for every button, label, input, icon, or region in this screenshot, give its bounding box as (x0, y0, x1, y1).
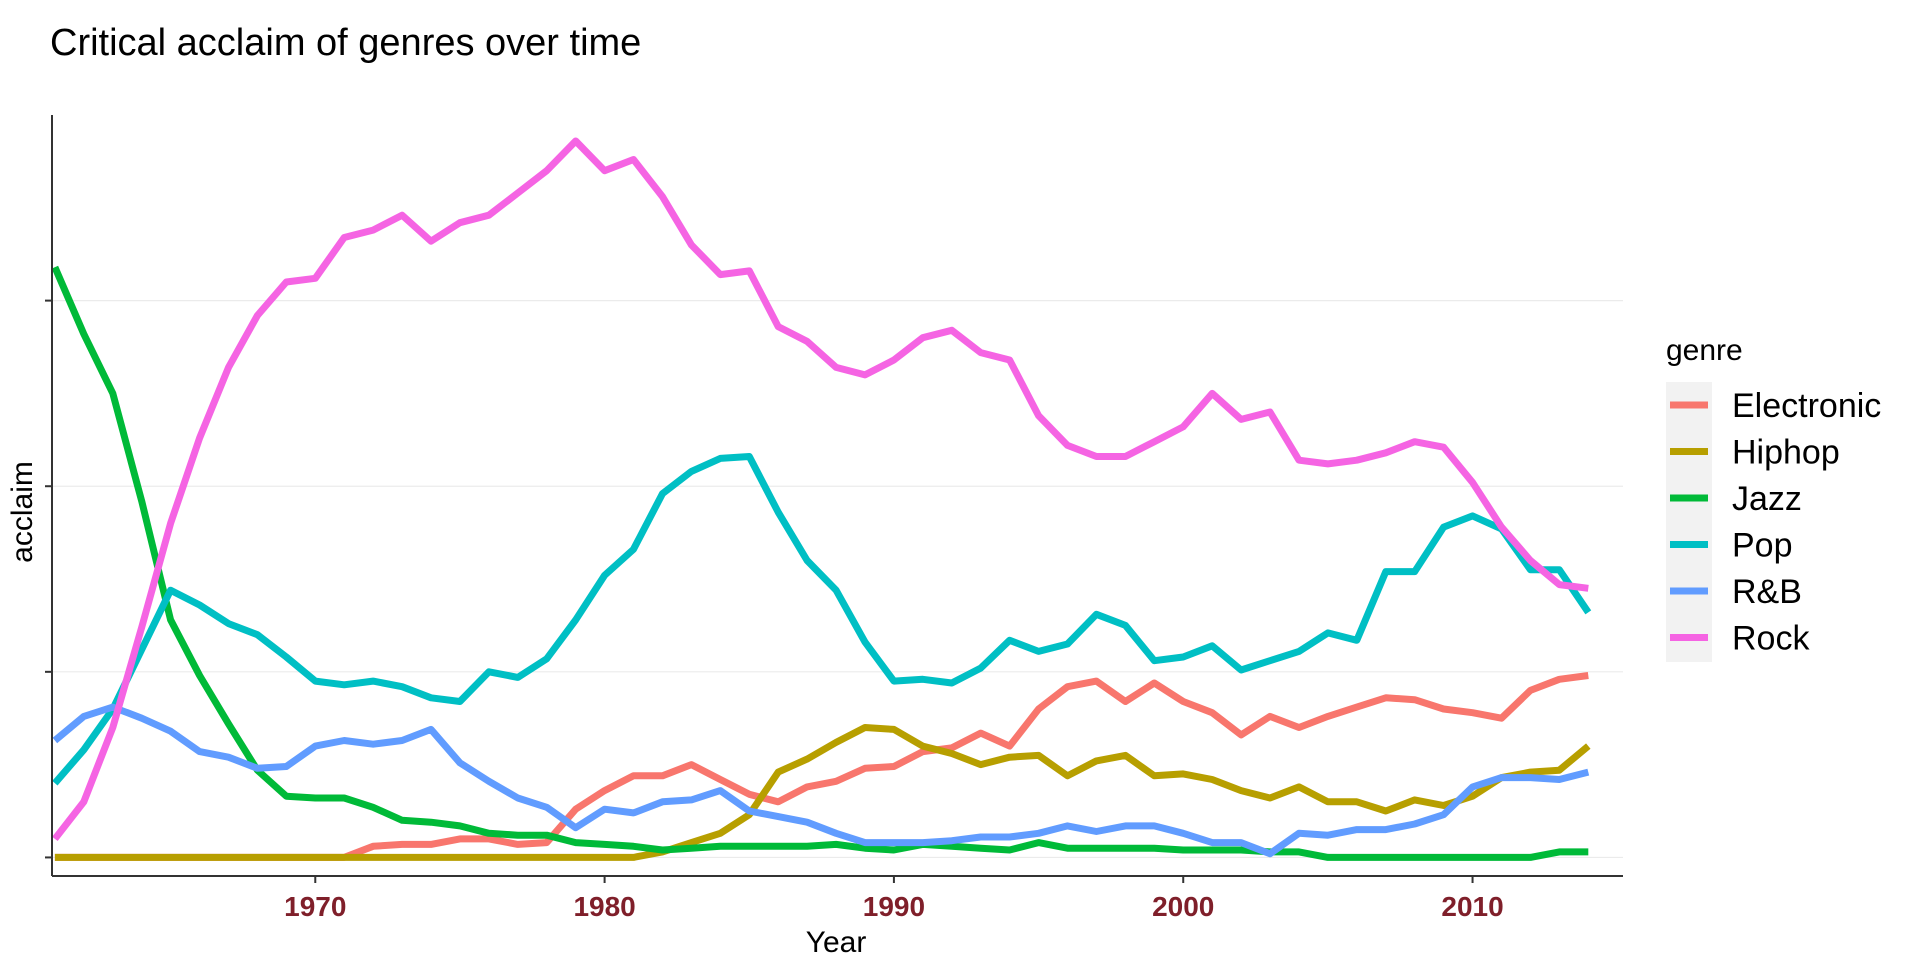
y-axis-title: acclaim (6, 461, 39, 563)
series-lines (51, 137, 1592, 861)
x-tick-label: 1990 (863, 891, 925, 922)
legend-label-electronic: Electronic (1732, 387, 1881, 425)
x-tick-label: 2010 (1441, 891, 1503, 922)
series-line-jazz (51, 265, 1589, 861)
legend-label-pop: Pop (1732, 527, 1793, 565)
series-line-hiphop (54, 724, 1591, 861)
legend-title: genre (1666, 334, 1743, 367)
x-axis-ticks: 1970 1980 1990 2000 2010 (284, 876, 1504, 922)
y-axis-ticks (45, 299, 52, 859)
chart-title: Critical acclaim of genres over time (50, 22, 641, 64)
legend-label-hiphop: Hiphop (1732, 434, 1840, 472)
legend-key-background (1666, 382, 1712, 662)
x-axis-title: Year (806, 926, 867, 959)
series-line-pop (52, 453, 1592, 786)
x-tick-label: 1980 (573, 891, 635, 922)
legend-label-r-b: R&B (1732, 573, 1802, 611)
legend-label-rock: Rock (1732, 620, 1810, 658)
series-line-r-b (52, 703, 1590, 858)
x-tick-label: 2000 (1152, 891, 1214, 922)
legend-label-jazz: Jazz (1732, 480, 1802, 518)
gridlines (52, 300, 1623, 859)
x-tick-label: 1970 (284, 891, 346, 922)
legend: genre Electronic Hiphop Jazz Pop R&B Rock (1666, 334, 1881, 662)
series-line-rock (52, 137, 1589, 842)
